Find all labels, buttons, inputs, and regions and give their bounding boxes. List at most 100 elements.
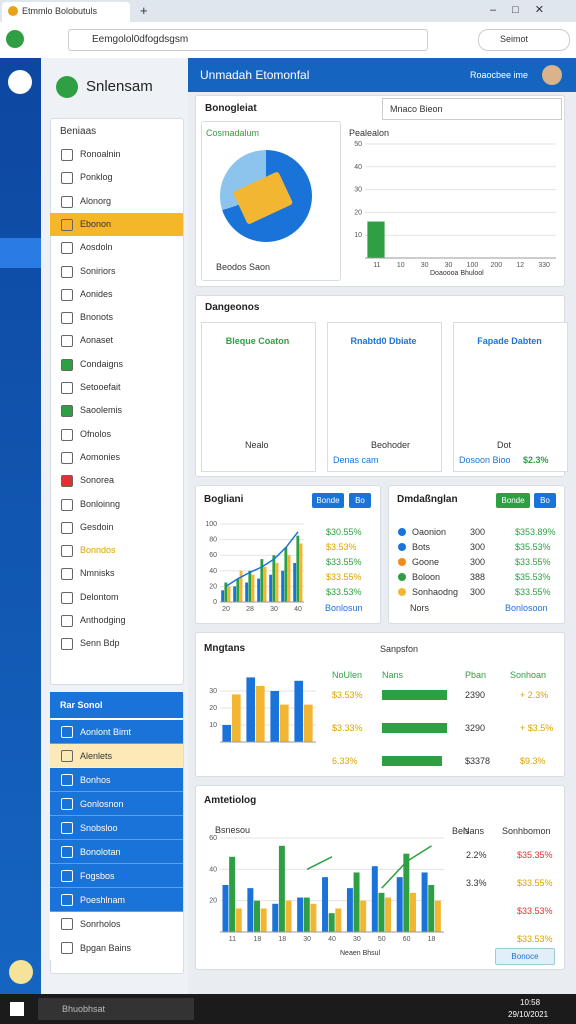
x-label: Neaen Bhsul — [340, 950, 381, 957]
bar — [239, 570, 243, 602]
stat: $33.55% — [326, 557, 362, 567]
menu-item[interactable]: Bonndos — [80, 545, 116, 556]
tab[interactable] — [2, 2, 130, 22]
menu-icon — [61, 288, 73, 301]
menu-icon — [61, 498, 73, 511]
chart-title: Bsnesou — [215, 825, 251, 835]
favicon — [8, 6, 18, 16]
donut-footer: Dot — [497, 440, 512, 450]
menu-item[interactable]: Alonorg — [80, 195, 112, 206]
menu-icon — [61, 521, 73, 534]
donut-title: Fapade Dabten — [477, 336, 542, 346]
bar — [303, 897, 310, 932]
menu-item[interactable]: Aonaset — [80, 335, 114, 346]
button[interactable]: Bonde — [496, 493, 530, 508]
donut-link[interactable]: Dosoon Bioo — [459, 455, 511, 465]
menu-item[interactable]: Senn Bdp — [80, 638, 120, 649]
menu-item[interactable]: Gesdoin — [80, 521, 114, 532]
start-button[interactable] — [10, 1002, 24, 1016]
menu-item[interactable]: Ponklog — [80, 172, 113, 183]
donut-title: Rnabtd0 Dbiate — [350, 336, 417, 346]
table-header: Sonhbomon — [502, 826, 551, 836]
row-value: $35.53% — [515, 572, 551, 582]
select[interactable] — [382, 98, 562, 120]
button[interactable]: Bonde — [312, 493, 344, 508]
menu-item[interactable]: Ronoalnin — [80, 149, 121, 159]
clock-time: 10:58 — [520, 998, 541, 1007]
bar — [287, 555, 291, 602]
menu-item[interactable]: Soniriors — [80, 265, 116, 276]
menu-icon — [61, 918, 73, 930]
menu-item[interactable]: Poeshlnam — [80, 895, 126, 905]
address-row — [0, 22, 576, 59]
menu-item[interactable]: Sonorea — [80, 475, 115, 486]
url: Eemgolol0dfogdsgsm — [92, 34, 189, 45]
menu-item[interactable]: Anthodging — [80, 615, 126, 625]
new-tab[interactable]: + — [140, 3, 148, 18]
menu-item[interactable]: Condaigns — [80, 358, 124, 369]
line — [306, 845, 432, 889]
bar — [256, 685, 265, 742]
menu-item[interactable]: Aonides — [80, 288, 113, 299]
menu-item[interactable]: Saoolemis — [80, 405, 123, 416]
row-name: Goone — [412, 557, 440, 567]
menu-icon — [61, 149, 73, 161]
menu-item[interactable]: Bonolotan — [80, 847, 121, 857]
menu-item[interactable]: Bnonots — [80, 312, 114, 323]
back-button[interactable] — [6, 30, 24, 48]
menu-icon — [61, 798, 73, 810]
menu-icon — [61, 428, 73, 441]
bar-chart: 0 20 40 60 80 100 20 28 30 40 — [205, 521, 304, 613]
cell: 3.3% — [466, 878, 487, 888]
cell: 2.2% — [466, 850, 487, 860]
button[interactable]: Bo — [534, 493, 556, 508]
panel-title: Cosmadalum — [206, 128, 260, 138]
menu-item[interactable]: Sonrholos — [80, 919, 121, 929]
menu-item[interactable]: Gonlosnon — [80, 799, 124, 809]
footer-link[interactable]: Bonlosoon — [505, 603, 548, 613]
menu-item[interactable]: Bonloinng — [80, 498, 121, 509]
address-box[interactable] — [68, 29, 428, 51]
button[interactable]: Bo — [349, 493, 371, 508]
menu-item[interactable]: Ofnolos — [80, 428, 112, 439]
window-controls[interactable]: –□✕ — [490, 4, 560, 16]
avatar[interactable] — [542, 65, 562, 85]
menu-item[interactable]: Setooefait — [80, 382, 121, 392]
menu-item[interactable]: Ebonon — [80, 218, 112, 229]
y-tick-label: 80 — [209, 537, 217, 544]
table-header: Pban — [465, 670, 487, 680]
button[interactable]: Bonoce — [495, 948, 555, 965]
menu-icon — [61, 568, 73, 581]
x-tick-label: 30 — [303, 936, 311, 943]
bar — [284, 547, 288, 602]
x-tick-label: 20 — [222, 606, 230, 613]
menu-item[interactable]: Snobsloo — [80, 823, 118, 833]
cell: $33.53% — [517, 906, 553, 916]
taskbar-search[interactable] — [38, 998, 194, 1020]
search-box[interactable] — [478, 29, 570, 51]
taskbar-search-text: Bhuobhsat — [62, 1004, 106, 1014]
chart-title: Pealealon — [349, 128, 390, 138]
menu-item[interactable]: Delontom — [80, 591, 119, 602]
footer-link[interactable]: Bonlosun — [325, 603, 363, 613]
menu-item[interactable]: Bpgan Bains — [80, 943, 132, 953]
bar — [275, 563, 279, 602]
row-count: 388 — [470, 572, 486, 582]
menu-title: Beniaas — [60, 126, 97, 137]
rail-logo[interactable] — [8, 70, 32, 94]
row-name: Bots — [412, 542, 431, 552]
header-user[interactable]: Roaocbee ime — [470, 70, 529, 80]
menu-item[interactable]: Aosdoln — [80, 242, 113, 253]
donut-link[interactable]: Denas cam — [333, 455, 379, 465]
menu-item[interactable]: Alenlets — [80, 751, 113, 761]
y-tick-label: 50 — [354, 141, 362, 148]
menu-item[interactable]: Bonhos — [80, 775, 111, 785]
menu-item[interactable]: Nmnisks — [80, 568, 115, 579]
stat: $30.55% — [326, 527, 362, 537]
menu-item[interactable]: Fogsbos — [80, 871, 115, 881]
rail-add[interactable] — [9, 960, 33, 984]
menu-item[interactable]: Aonlont Bimt — [80, 727, 132, 737]
bar — [269, 574, 273, 602]
bar — [285, 900, 292, 932]
menu-item[interactable]: Aomonies — [80, 451, 121, 462]
